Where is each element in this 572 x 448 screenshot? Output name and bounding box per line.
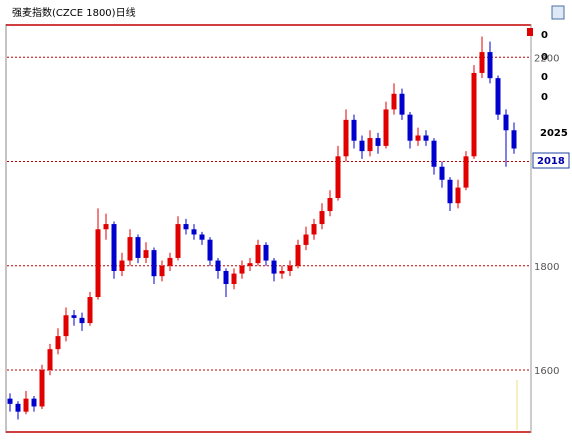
candle-body: [367, 138, 373, 152]
candle-body: [47, 349, 53, 370]
price-box: [532, 152, 570, 169]
candle-body: [383, 109, 389, 146]
candle-body: [23, 398, 29, 412]
candle-body: [7, 398, 13, 404]
candle-body: [303, 234, 309, 245]
candle-body: [511, 130, 517, 149]
candle-body: [55, 336, 61, 350]
candle-body: [31, 398, 37, 407]
candle-body: [263, 244, 269, 261]
candle-body: [255, 244, 261, 264]
candle-body: [311, 224, 317, 235]
candle-body: [167, 257, 173, 266]
candle-body: [391, 93, 397, 110]
marker: [527, 28, 533, 36]
side-label: 0: [541, 92, 548, 103]
candle-body: [247, 263, 253, 266]
candle-body: [431, 140, 437, 167]
candle-body: [103, 224, 109, 230]
candle-body: [215, 260, 221, 271]
candle-body: [151, 250, 157, 277]
candle-body: [487, 52, 493, 79]
candle-body: [135, 237, 141, 258]
candle-body: [159, 265, 165, 277]
candle-body: [479, 52, 485, 73]
candle-body: [439, 166, 445, 180]
candle-body: [327, 198, 333, 212]
candle-body: [87, 297, 93, 324]
chart-title: 强麦指数(CZCE 1800)日线: [12, 6, 136, 19]
y-tick-label: 1600: [534, 366, 559, 377]
candle-body: [359, 140, 365, 152]
y-tick-label: 2200: [534, 53, 559, 64]
candle-body: [71, 315, 77, 318]
candle-body: [15, 403, 21, 412]
candle-body: [79, 317, 85, 324]
candle-body: [175, 224, 181, 258]
candle-body: [143, 250, 149, 258]
candle-body: [199, 234, 205, 240]
candle-body: [111, 224, 117, 271]
candle-body: [239, 265, 245, 274]
candle-body: [351, 119, 357, 141]
candle-body: [295, 244, 301, 266]
candle-body: [463, 156, 469, 188]
y-tick-label: 1800: [534, 262, 559, 273]
candle-body: [415, 135, 421, 141]
candle-body: [287, 265, 293, 271]
candle-body: [447, 179, 453, 204]
candle-body: [231, 273, 237, 284]
candle-body: [63, 315, 69, 337]
side-label: 2025: [540, 128, 568, 139]
candle-body: [455, 187, 461, 204]
side-label: 0: [541, 30, 548, 41]
side-label: 0: [541, 52, 548, 63]
candle-body: [271, 260, 277, 274]
candle-body: [127, 237, 133, 261]
candle-body: [223, 270, 229, 284]
candle-body: [39, 369, 45, 407]
candle-body: [335, 156, 341, 199]
candle-body: [183, 224, 189, 230]
candle-body: [423, 135, 429, 141]
candle-body: [503, 114, 509, 131]
side-label: 2018: [537, 156, 565, 167]
candle-body: [191, 229, 197, 235]
candle-body: [407, 114, 413, 141]
side-label: 0: [541, 72, 548, 83]
candle-body: [95, 229, 101, 298]
candle-body: [471, 72, 477, 157]
candle-body: [319, 211, 325, 225]
candle-body: [375, 138, 381, 146]
candle-body: [119, 260, 125, 271]
candle-body: [207, 239, 213, 261]
window-icon[interactable]: [551, 5, 565, 20]
candle-body: [343, 119, 349, 157]
candle-body: [279, 270, 285, 274]
candle-body: [399, 93, 405, 115]
candle-body: [495, 78, 501, 115]
